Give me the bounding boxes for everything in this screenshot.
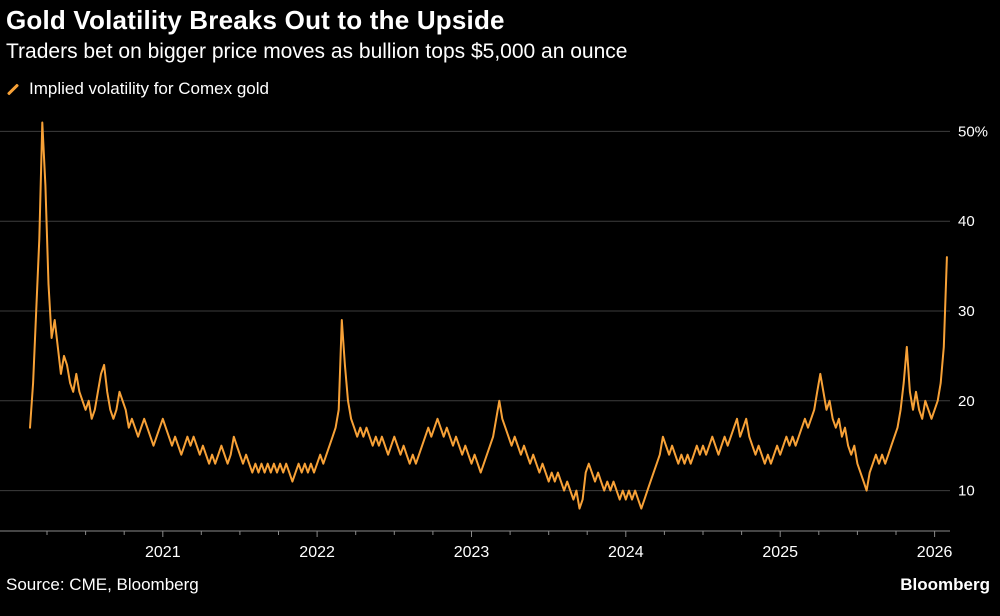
chart-legend: Implied volatility for Comex gold [0, 79, 1000, 99]
source-note: Source: CME, Bloomberg [6, 575, 199, 595]
legend-label: Implied volatility for Comex gold [29, 79, 269, 99]
y-axis-label: 20 [958, 393, 975, 410]
x-axis-label: 2025 [762, 544, 798, 561]
chart-subtitle: Traders bet on bigger price moves as bul… [6, 39, 628, 63]
bloomberg-logo: Bloomberg [900, 575, 990, 595]
x-axis-label: 2021 [145, 544, 181, 561]
legend-line-swatch-icon [6, 83, 20, 96]
y-axis-label: 10 [958, 483, 975, 500]
chart-header: Gold Volatility Breaks Out to the Upside… [0, 0, 1000, 64]
y-axis-label: 50% [958, 123, 988, 140]
x-axis-label: 2023 [454, 544, 490, 561]
y-axis-label: 30 [958, 303, 975, 320]
chart-footer: Source: CME, Bloomberg Bloomberg [0, 571, 1000, 595]
chart-title: Gold Volatility Breaks Out to the Upside [6, 5, 505, 35]
x-axis-label: 2024 [608, 544, 644, 561]
volatility-line-chart: 10 20 30 40 50% 2021 2022 2023 2024 2025 2026 [0, 121, 988, 561]
x-axis-label: 2022 [299, 544, 335, 561]
series-line [29, 121, 948, 510]
x-axis-label: 2026 [917, 544, 953, 561]
y-axis-label: 40 [958, 213, 975, 230]
chart-area: 10 20 30 40 50% 2021 2022 2023 2024 2025 2026 [0, 101, 1000, 571]
